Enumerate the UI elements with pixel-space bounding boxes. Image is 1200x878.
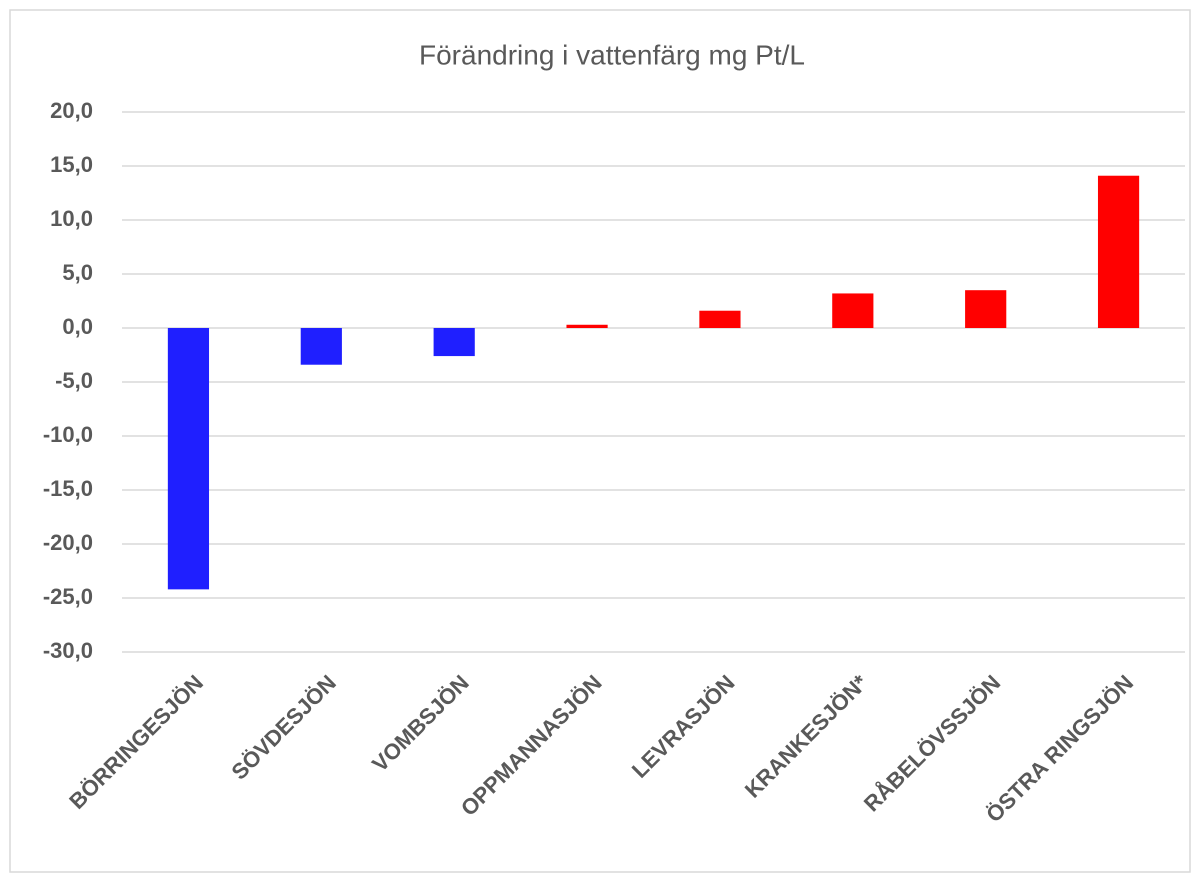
chart-title: Förändring i vattenfärg mg Pt/L bbox=[419, 39, 805, 70]
y-tick-label: 15,0 bbox=[50, 152, 93, 177]
y-tick-label: -10,0 bbox=[43, 422, 93, 447]
bar bbox=[300, 328, 342, 365]
bar bbox=[699, 310, 741, 328]
y-tick-label: -5,0 bbox=[55, 368, 93, 393]
bar bbox=[167, 328, 210, 590]
y-tick-label: 20,0 bbox=[50, 98, 93, 123]
y-tick-label: -20,0 bbox=[43, 530, 93, 555]
bar bbox=[832, 293, 874, 328]
bar bbox=[566, 324, 608, 328]
y-tick-label: 10,0 bbox=[50, 206, 93, 231]
bar bbox=[433, 328, 475, 357]
y-tick-label: -25,0 bbox=[43, 584, 93, 609]
y-tick-label: -30,0 bbox=[43, 638, 93, 663]
bar bbox=[965, 290, 1007, 328]
y-tick-label: 5,0 bbox=[62, 260, 93, 285]
y-tick-label: 0,0 bbox=[62, 314, 93, 339]
y-tick-label: -15,0 bbox=[43, 476, 93, 501]
bar bbox=[1097, 175, 1140, 328]
